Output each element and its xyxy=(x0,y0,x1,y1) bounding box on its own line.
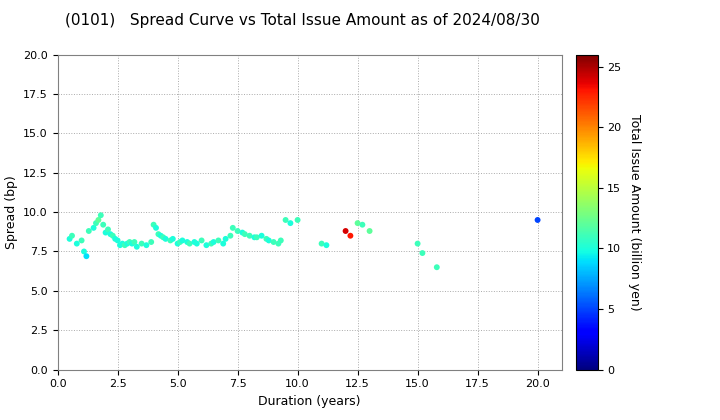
Point xyxy=(261,236,272,242)
Point xyxy=(112,237,123,244)
Point xyxy=(66,232,78,239)
Point xyxy=(273,240,284,247)
Point xyxy=(167,236,179,242)
Point xyxy=(93,217,104,223)
Point xyxy=(191,240,202,247)
Point xyxy=(95,212,107,218)
Point xyxy=(431,264,443,270)
Point xyxy=(155,232,166,239)
Point xyxy=(412,240,423,247)
Point xyxy=(117,240,128,247)
Point xyxy=(184,240,195,247)
Point xyxy=(104,231,116,238)
Point xyxy=(275,237,287,244)
Point xyxy=(217,240,229,247)
Point xyxy=(129,239,140,245)
Point xyxy=(244,232,256,239)
Point xyxy=(292,217,303,223)
Point xyxy=(102,226,114,233)
Point xyxy=(126,240,138,247)
Point xyxy=(248,234,260,241)
Point xyxy=(251,234,263,241)
Point xyxy=(364,228,375,234)
Point xyxy=(131,243,143,250)
Point xyxy=(340,228,351,234)
Point xyxy=(148,221,159,228)
Point xyxy=(153,231,164,238)
Text: (0101)   Spread Curve vs Total Issue Amount as of 2024/08/30: (0101) Spread Curve vs Total Issue Amoun… xyxy=(65,13,540,28)
Point xyxy=(81,253,92,260)
Point xyxy=(160,236,171,242)
Point xyxy=(122,240,133,247)
Point xyxy=(76,237,87,244)
Point xyxy=(208,239,220,245)
Y-axis label: Spread (bp): Spread (bp) xyxy=(4,175,17,249)
Point xyxy=(237,229,248,236)
Point xyxy=(189,239,200,245)
Point xyxy=(64,236,76,242)
Point xyxy=(124,239,135,245)
Point xyxy=(109,236,121,242)
Point xyxy=(263,237,274,244)
Point xyxy=(356,221,368,228)
Point xyxy=(352,220,364,226)
Point xyxy=(256,232,267,239)
Point xyxy=(227,224,238,231)
Point xyxy=(181,239,193,245)
Point xyxy=(114,242,126,249)
Point xyxy=(239,231,251,238)
Y-axis label: Total Issue Amount (billion yen): Total Issue Amount (billion yen) xyxy=(628,114,641,310)
Point xyxy=(165,237,176,244)
Point xyxy=(136,240,148,247)
Point xyxy=(320,242,332,249)
Point xyxy=(212,237,224,244)
Point xyxy=(83,228,94,234)
X-axis label: Duration (years): Duration (years) xyxy=(258,395,361,408)
Point xyxy=(100,229,112,236)
Point xyxy=(158,234,169,241)
Point xyxy=(196,237,207,244)
Point xyxy=(97,221,109,228)
Point xyxy=(119,242,130,249)
Point xyxy=(532,217,544,223)
Point xyxy=(90,220,102,226)
Point xyxy=(201,242,212,249)
Point xyxy=(78,248,90,255)
Point xyxy=(268,239,279,245)
Point xyxy=(284,220,296,226)
Point xyxy=(232,228,243,234)
Point xyxy=(172,240,184,247)
Point xyxy=(71,240,83,247)
Point xyxy=(225,232,236,239)
Point xyxy=(417,249,428,256)
Point xyxy=(140,242,152,249)
Point xyxy=(176,237,188,244)
Point xyxy=(145,239,157,245)
Point xyxy=(345,232,356,239)
Point xyxy=(88,224,99,231)
Point xyxy=(316,240,328,247)
Point xyxy=(280,217,292,223)
Point xyxy=(150,224,162,231)
Point xyxy=(107,232,119,239)
Point xyxy=(220,236,231,242)
Point xyxy=(174,239,186,245)
Point xyxy=(205,240,217,247)
